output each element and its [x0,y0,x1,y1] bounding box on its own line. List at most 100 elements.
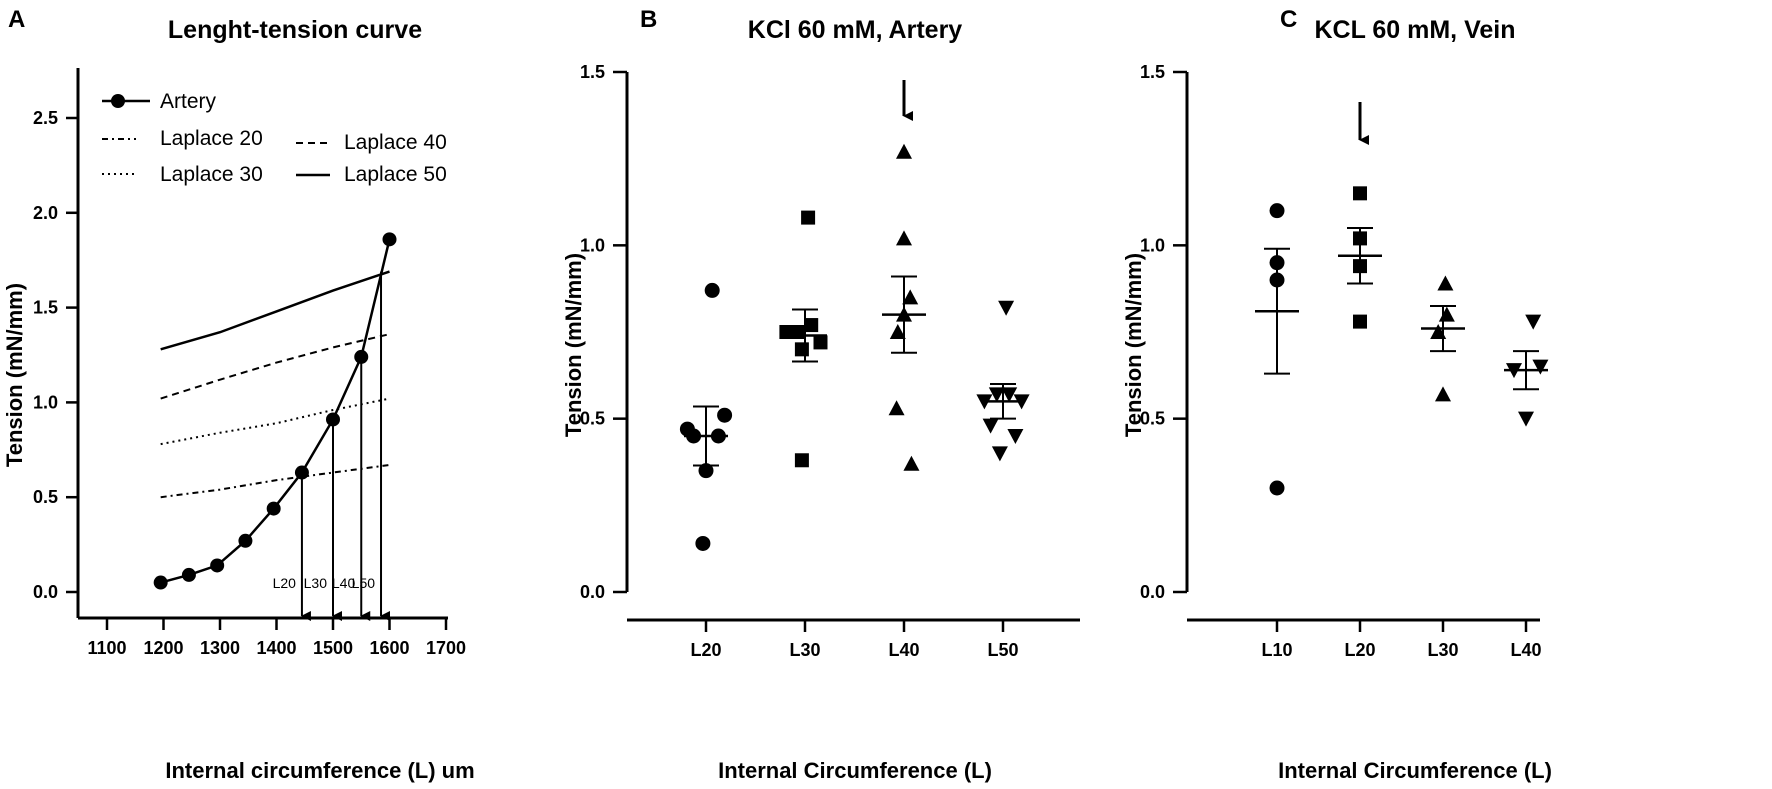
legend-artery-label: Artery [160,90,217,113]
panel-c-axes [1173,70,1540,632]
panel-b-ylabel: Tension (mN/mm) [561,253,586,437]
series-artery-line [160,239,391,584]
panel-b-l40-point [896,230,912,246]
panel-b-mean-sem [684,80,1025,467]
panel-a-xtick-label: 1700 [426,638,466,658]
series-artery-point [238,533,253,548]
panel-b-l30-point [791,325,806,339]
panel-label-c: C [1280,6,1297,33]
panel-b-l50-point [988,387,1005,403]
series-artery-point [382,232,397,247]
panel-a-xtick-label: 1500 [313,638,353,658]
panel-c-ytick-label: 0.0 [1140,582,1165,602]
panel-b-xtick-label: L20 [690,640,721,660]
panel-b-axes [613,70,1080,632]
panel-c-l40-point [1525,314,1542,330]
panel-c-points [1269,186,1549,496]
annotation-label-l30: L30 [304,575,328,591]
panel-b-l50-point [1001,387,1018,403]
panel-c-l10-point [1269,480,1285,496]
series-artery-point [210,558,225,573]
panel-c-xtick-label: L40 [1510,640,1541,660]
panel-b-xtick-label: L50 [987,640,1018,660]
panel-b-l50-point [1007,429,1024,444]
panel-a-xlabel: Internal circumference (L) um [165,758,474,783]
panel-a-ytick-label: 2.5 [33,108,58,128]
panel-c-l20-point [1353,186,1367,201]
series-artery-point [181,567,196,582]
panel-c-ytick-label: 1.5 [1140,62,1165,82]
panel-b-l50-point [982,418,999,434]
panel-b-l20-point [698,463,714,479]
panel-b-l40-point [902,289,919,305]
panel-b-l50-point [998,300,1015,316]
panel-a-xtick-label: 1600 [369,638,409,658]
panel-c-l30-point [1438,306,1455,322]
panel-b-l30-point [794,342,809,357]
panel-b-l20-point [717,407,733,423]
series-artery-point [266,501,281,516]
panel-b-l30-point [779,325,794,339]
panel-a-ytick-label: 2.0 [33,203,58,223]
annotation-label-l40: L40 [332,575,356,591]
panel-c-mean-sem [1255,102,1548,391]
panel-b-l20-point [704,282,720,298]
legend-laplace40-label: Laplace 40 [344,131,447,154]
panel-c-ytick-label: 1.0 [1140,235,1165,255]
panel-c-vein-scatter: KCL 60 mM, Vein Internal Circumference (… [1121,16,1552,783]
legend-laplace20-label: Laplace 20 [160,127,263,150]
panel-a-ytick-label: 1.5 [33,298,58,318]
panel-label-a: A [8,6,25,33]
panel-a-length-tension: Lenght-tension curve Internal circumfere… [2,16,475,783]
panel-c-xtick-label: L30 [1427,640,1458,660]
panel-a-xtick-label: 1100 [87,638,126,658]
panel-c-xtick-label: L10 [1261,640,1292,660]
panel-a-ylabel: Tension (mN/mm) [2,283,27,467]
panel-a-tick-labels: 0.0 0.5 1.0 1.5 2.0 2.5 1100 1200 1300 1400 1500 16… [33,108,466,658]
legend-laplace30-label: Laplace 30 [160,163,263,186]
panel-a-xtick-label: 1200 [143,638,183,658]
panel-c-l20-point [1353,314,1367,329]
annotation-label-l20: L20 [273,575,297,591]
panel-b-ytick-label: 0.0 [580,582,605,602]
series-laplace-30-line [160,397,390,446]
panel-c-l30-point [1435,386,1451,402]
panel-b-l40-point [903,455,920,471]
panel-b-l30-point [804,318,819,333]
panel-b-ytick-label: 1.0 [580,235,605,255]
panel-a-xtick-label: 1300 [200,638,240,658]
panel-b-ytick-label: 0.5 [580,409,605,429]
panel-c-xlabel: Internal Circumference (L) [1278,758,1552,783]
panel-c-l30-point [1437,275,1454,291]
legend-laplace50-label: Laplace 50 [344,163,447,186]
panel-c-l40-point [1532,359,1549,375]
series-laplace-20-line [160,463,390,499]
panel-b-l40-point [888,400,905,416]
panel-b-l50-point [991,446,1008,462]
panel-b-l30-point [813,335,828,350]
panel-c-title: KCL 60 mM, Vein [1315,16,1516,44]
panel-b-xlabel: Internal Circumference (L) [718,758,992,783]
panel-a-title: Lenght-tension curve [168,16,422,44]
panel-b-xtick-label: L40 [888,640,919,660]
panel-c-xtick-label: L20 [1344,640,1375,660]
annotation-label-l50: L50 [352,575,376,591]
panel-a-ytick-label: 0.5 [33,487,58,507]
panel-b-l40-point [896,143,912,159]
series-artery-point [153,575,168,590]
panel-b-tick-labels: 0.0 0.5 1.0 1.5 L20 L30 L40 L50 [580,62,1019,660]
legend-artery-marker [111,94,125,108]
series-laplace-40-line [160,333,390,400]
panel-b-l20-point [695,535,711,551]
panel-a-legend: Artery Laplace 20 Laplace 30 Laplace 40 … [102,90,447,186]
panel-b-points [679,143,1030,551]
panel-b-xtick-label: L30 [789,640,820,660]
panel-b-artery-scatter: KCl 60 mM, Artery Internal Circumference… [561,16,1080,783]
panel-b-l30-point [794,453,809,468]
panel-c-l40-point [1518,411,1534,427]
panel-a-ytick-label: 1.0 [33,392,58,412]
panel-a-ytick-label: 0.0 [33,582,58,602]
panel-c-l10-point [1269,203,1285,219]
